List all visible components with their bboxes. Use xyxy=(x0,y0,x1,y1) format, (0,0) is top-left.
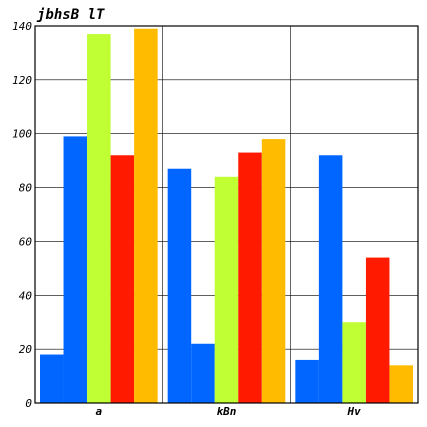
y-tick-label: 20 xyxy=(19,343,33,356)
bar xyxy=(389,365,413,403)
y-axis-ticks: 0 20 40 60 80 100 120 140 xyxy=(12,20,32,410)
x-axis-categories: a kBn Hv xyxy=(96,405,362,418)
chart-title: jbhsB lT xyxy=(36,7,105,23)
bar xyxy=(342,322,366,403)
bar xyxy=(261,139,286,403)
bar xyxy=(365,257,390,403)
y-tick-label: 120 xyxy=(12,74,32,87)
bar xyxy=(214,176,239,403)
bar xyxy=(40,354,64,403)
x-category-label: kBn xyxy=(217,405,237,418)
bar xyxy=(110,155,135,403)
y-tick-label: 0 xyxy=(25,397,32,410)
x-category-label: Hv xyxy=(347,405,362,418)
y-tick-label: 140 xyxy=(12,20,32,33)
bar xyxy=(63,136,88,403)
y-tick-label: 40 xyxy=(19,289,33,302)
bar xyxy=(87,34,111,403)
y-tick-label: 80 xyxy=(19,182,33,195)
bar xyxy=(295,359,319,403)
plot-frame xyxy=(34,25,419,404)
bars xyxy=(40,28,413,403)
bar xyxy=(134,28,158,403)
x-category-label: a xyxy=(96,405,103,418)
y-tick-label: 100 xyxy=(12,128,32,141)
bar xyxy=(167,168,192,403)
bar xyxy=(238,152,262,403)
y-tick-label: 60 xyxy=(19,235,33,248)
bar xyxy=(318,155,343,403)
bar xyxy=(191,343,215,403)
